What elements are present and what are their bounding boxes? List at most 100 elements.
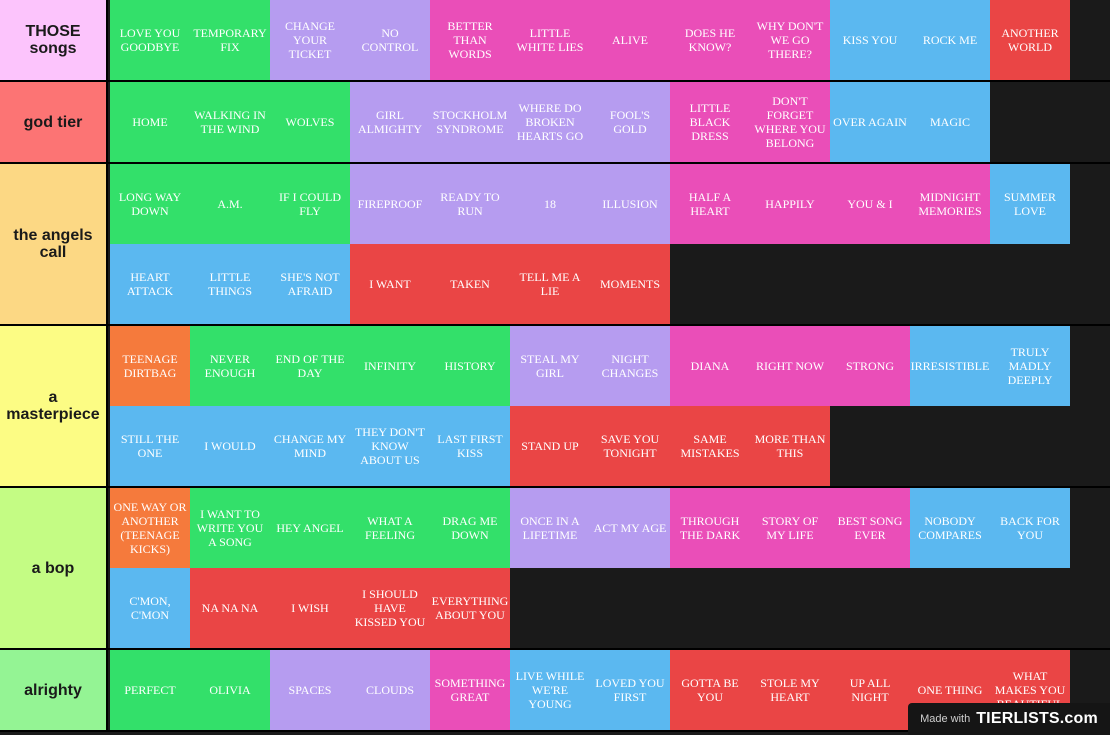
song-tile[interactable]: SAVE YOU TONIGHT <box>590 406 670 486</box>
song-tile[interactable]: ONE WAY OR ANOTHER (TEENAGE KICKS) <box>110 488 190 568</box>
song-tile[interactable]: OVER AGAIN <box>830 82 910 162</box>
song-tile[interactable]: CLOUDS <box>350 650 430 730</box>
song-tile[interactable]: HEY ANGEL <box>270 488 350 568</box>
song-tile[interactable]: DIANA <box>670 326 750 406</box>
song-tile[interactable]: A.M. <box>190 164 270 244</box>
song-tile[interactable]: ILLUSION <box>590 164 670 244</box>
song-tile[interactable]: BACK FOR YOU <box>990 488 1070 568</box>
song-tile[interactable]: STRONG <box>830 326 910 406</box>
song-tile[interactable]: DRAG ME DOWN <box>430 488 510 568</box>
song-tile[interactable]: TEMPORARY FIX <box>190 0 270 80</box>
song-tile[interactable]: C'MON, C'MON <box>110 568 190 648</box>
tier-label[interactable]: the angels call <box>0 164 108 324</box>
song-tile[interactable]: I WANT <box>350 244 430 324</box>
tier-row: god tier HOME WALKING IN THE WIND WOLVES GIR… <box>0 82 1110 164</box>
song-tile[interactable]: WOLVES <box>270 82 350 162</box>
song-tile[interactable]: WHY DON'T WE GO THERE? <box>750 0 830 80</box>
song-tile[interactable]: HALF A HEART <box>670 164 750 244</box>
tier-label[interactable]: alrighty <box>0 650 108 730</box>
song-tile[interactable]: STAND UP <box>510 406 590 486</box>
tier-label[interactable]: god tier <box>0 82 108 162</box>
song-tile[interactable]: GIRL ALMIGHTY <box>350 82 430 162</box>
song-tile[interactable]: DON'T FORGET WHERE YOU BELONG <box>750 82 830 162</box>
song-tile[interactable]: HISTORY <box>430 326 510 406</box>
song-tile[interactable]: LITTLE THINGS <box>190 244 270 324</box>
song-tile[interactable]: HEART ATTACK <box>110 244 190 324</box>
song-tile[interactable]: ALIVE <box>590 0 670 80</box>
song-tile[interactable]: CHANGE YOUR TICKET <box>270 0 350 80</box>
song-tile[interactable]: RIGHT NOW <box>750 326 830 406</box>
song-tile[interactable]: THROUGH THE DARK <box>670 488 750 568</box>
song-tile[interactable]: STOLE MY HEART <box>750 650 830 730</box>
song-tile[interactable]: WALKING IN THE WIND <box>190 82 270 162</box>
song-tile[interactable]: STEAL MY GIRL <box>510 326 590 406</box>
song-tile[interactable]: MORE THAN THIS <box>750 406 830 486</box>
song-tile[interactable]: TEENAGE DIRTBAG <box>110 326 190 406</box>
song-tile[interactable]: IRRESISTIBLE <box>910 326 990 406</box>
song-tile[interactable]: TAKEN <box>430 244 510 324</box>
song-tile[interactable]: HAPPILY <box>750 164 830 244</box>
song-tile[interactable]: STILL THE ONE <box>110 406 190 486</box>
song-tile[interactable]: INFINITY <box>350 326 430 406</box>
song-tile[interactable]: WHERE DO BROKEN HEARTS GO <box>510 82 590 162</box>
song-tile[interactable]: PERFECT <box>110 650 190 730</box>
tier-row: a bop ONE WAY OR ANOTHER (TEENAGE KICKS) I… <box>0 488 1110 650</box>
song-tile[interactable]: MOMENTS <box>590 244 670 324</box>
tier-row: a masterpiece TEENAGE DIRTBAG NEVER ENOUGH… <box>0 326 1110 488</box>
song-tile[interactable]: NA NA NA <box>190 568 270 648</box>
song-tile[interactable]: END OF THE DAY <box>270 326 350 406</box>
song-tile[interactable]: ROCK ME <box>910 0 990 80</box>
song-tile[interactable]: NEVER ENOUGH <box>190 326 270 406</box>
song-tile[interactable]: SOMETHING GREAT <box>430 650 510 730</box>
song-tile[interactable]: LITTLE BLACK DRESS <box>670 82 750 162</box>
song-tile[interactable]: GOTTA BE YOU <box>670 650 750 730</box>
song-tile[interactable]: EVERYTHING ABOUT YOU <box>430 568 510 648</box>
song-tile[interactable]: TRULY MADLY DEEPLY <box>990 326 1070 406</box>
song-tile[interactable]: I WOULD <box>190 406 270 486</box>
song-tile[interactable]: IF I COULD FLY <box>270 164 350 244</box>
song-tile[interactable]: OLIVIA <box>190 650 270 730</box>
song-tile[interactable]: SHE'S NOT AFRAID <box>270 244 350 324</box>
song-tile[interactable]: MAGIC <box>910 82 990 162</box>
song-tile[interactable]: I WANT TO WRITE YOU A SONG <box>190 488 270 568</box>
song-tile[interactable]: NIGHT CHANGES <box>590 326 670 406</box>
song-tile[interactable]: BEST SONG EVER <box>830 488 910 568</box>
song-tile[interactable]: 18 <box>510 164 590 244</box>
song-tile[interactable]: MIDNIGHT MEMORIES <box>910 164 990 244</box>
song-tile[interactable]: LOVE YOU GOODBYE <box>110 0 190 80</box>
song-tile[interactable]: NOBODY COMPARES <box>910 488 990 568</box>
song-tile[interactable]: ACT MY AGE <box>590 488 670 568</box>
song-tile[interactable]: THEY DON'T KNOW ABOUT US <box>350 406 430 486</box>
song-tile[interactable]: NO CONTROL <box>350 0 430 80</box>
song-tile[interactable]: DOES HE KNOW? <box>670 0 750 80</box>
song-tile[interactable]: LAST FIRST KISS <box>430 406 510 486</box>
song-tile[interactable]: SPACES <box>270 650 350 730</box>
song-tile[interactable]: WHAT A FEELING <box>350 488 430 568</box>
song-tile[interactable]: LOVED YOU FIRST <box>590 650 670 730</box>
song-tile[interactable]: ANOTHER WORLD <box>990 0 1070 80</box>
song-tile[interactable]: READY TO RUN <box>430 164 510 244</box>
tier-label[interactable]: a masterpiece <box>0 326 108 486</box>
song-tile[interactable]: BETTER THAN WORDS <box>430 0 510 80</box>
song-tile[interactable]: HOME <box>110 82 190 162</box>
song-tile[interactable]: SAME MISTAKES <box>670 406 750 486</box>
song-tile[interactable]: FOOL'S GOLD <box>590 82 670 162</box>
song-tile[interactable]: SUMMER LOVE <box>990 164 1070 244</box>
song-tile[interactable]: KISS YOU <box>830 0 910 80</box>
tier-row: the angels call LONG WAY DOWN A.M. IF I COU… <box>0 164 1110 326</box>
song-tile[interactable]: LIVE WHILE WE'RE YOUNG <box>510 650 590 730</box>
song-tile[interactable]: I WISH <box>270 568 350 648</box>
song-tile[interactable]: LONG WAY DOWN <box>110 164 190 244</box>
tier-label[interactable]: THOSE songs <box>0 0 108 80</box>
song-tile[interactable]: LITTLE WHITE LIES <box>510 0 590 80</box>
song-tile[interactable]: I SHOULD HAVE KISSED YOU <box>350 568 430 648</box>
tier-label[interactable]: a bop <box>0 488 108 648</box>
song-tile[interactable]: YOU & I <box>830 164 910 244</box>
song-tile[interactable]: UP ALL NIGHT <box>830 650 910 730</box>
song-tile[interactable]: STORY OF MY LIFE <box>750 488 830 568</box>
song-tile[interactable]: TELL ME A LIE <box>510 244 590 324</box>
song-tile[interactable]: CHANGE MY MIND <box>270 406 350 486</box>
song-tile[interactable]: ONCE IN A LIFETIME <box>510 488 590 568</box>
song-tile[interactable]: STOCKHOLM SYNDROME <box>430 82 510 162</box>
song-tile[interactable]: FIREPROOF <box>350 164 430 244</box>
